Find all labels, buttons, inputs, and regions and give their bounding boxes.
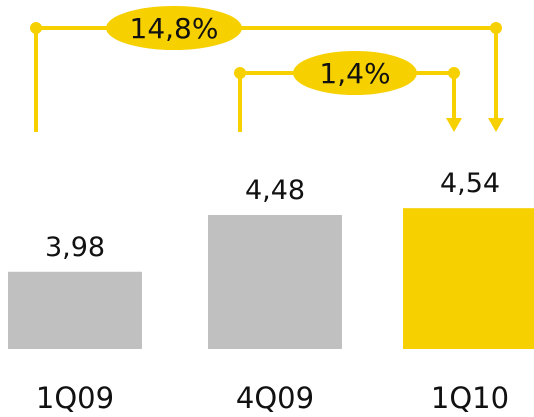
annotation-label: 14,8% [130,12,219,45]
category-label-4q09: 4Q09 [236,381,314,415]
value-label-1q09: 3,98 [45,232,105,263]
annotation-dot-start [30,22,42,34]
annotation-badge [106,6,242,50]
bar-4q09 [208,214,342,349]
annotation-dot-start [234,67,246,79]
bar-1q09 [8,271,142,349]
annotation-badge [293,51,417,95]
bar-1q10 [403,208,534,349]
annotation-arrowhead [488,118,504,132]
category-label-1q10: 1Q10 [431,381,509,415]
bars-group: 3,98 1Q09 4,48 4Q09 4,54 1Q10 [8,168,534,415]
value-label-4q09: 4,48 [245,175,305,206]
annotation-arrowhead [446,118,462,132]
growth-annotations: 14,8% 1,4% [30,6,504,132]
annotation-label: 1,4% [319,57,390,90]
value-label-1q10: 4,54 [440,168,500,199]
annotation-1: 14,8% [30,6,504,132]
annotation-2: 1,4% [234,51,462,132]
category-label-1q09: 1Q09 [36,381,114,415]
